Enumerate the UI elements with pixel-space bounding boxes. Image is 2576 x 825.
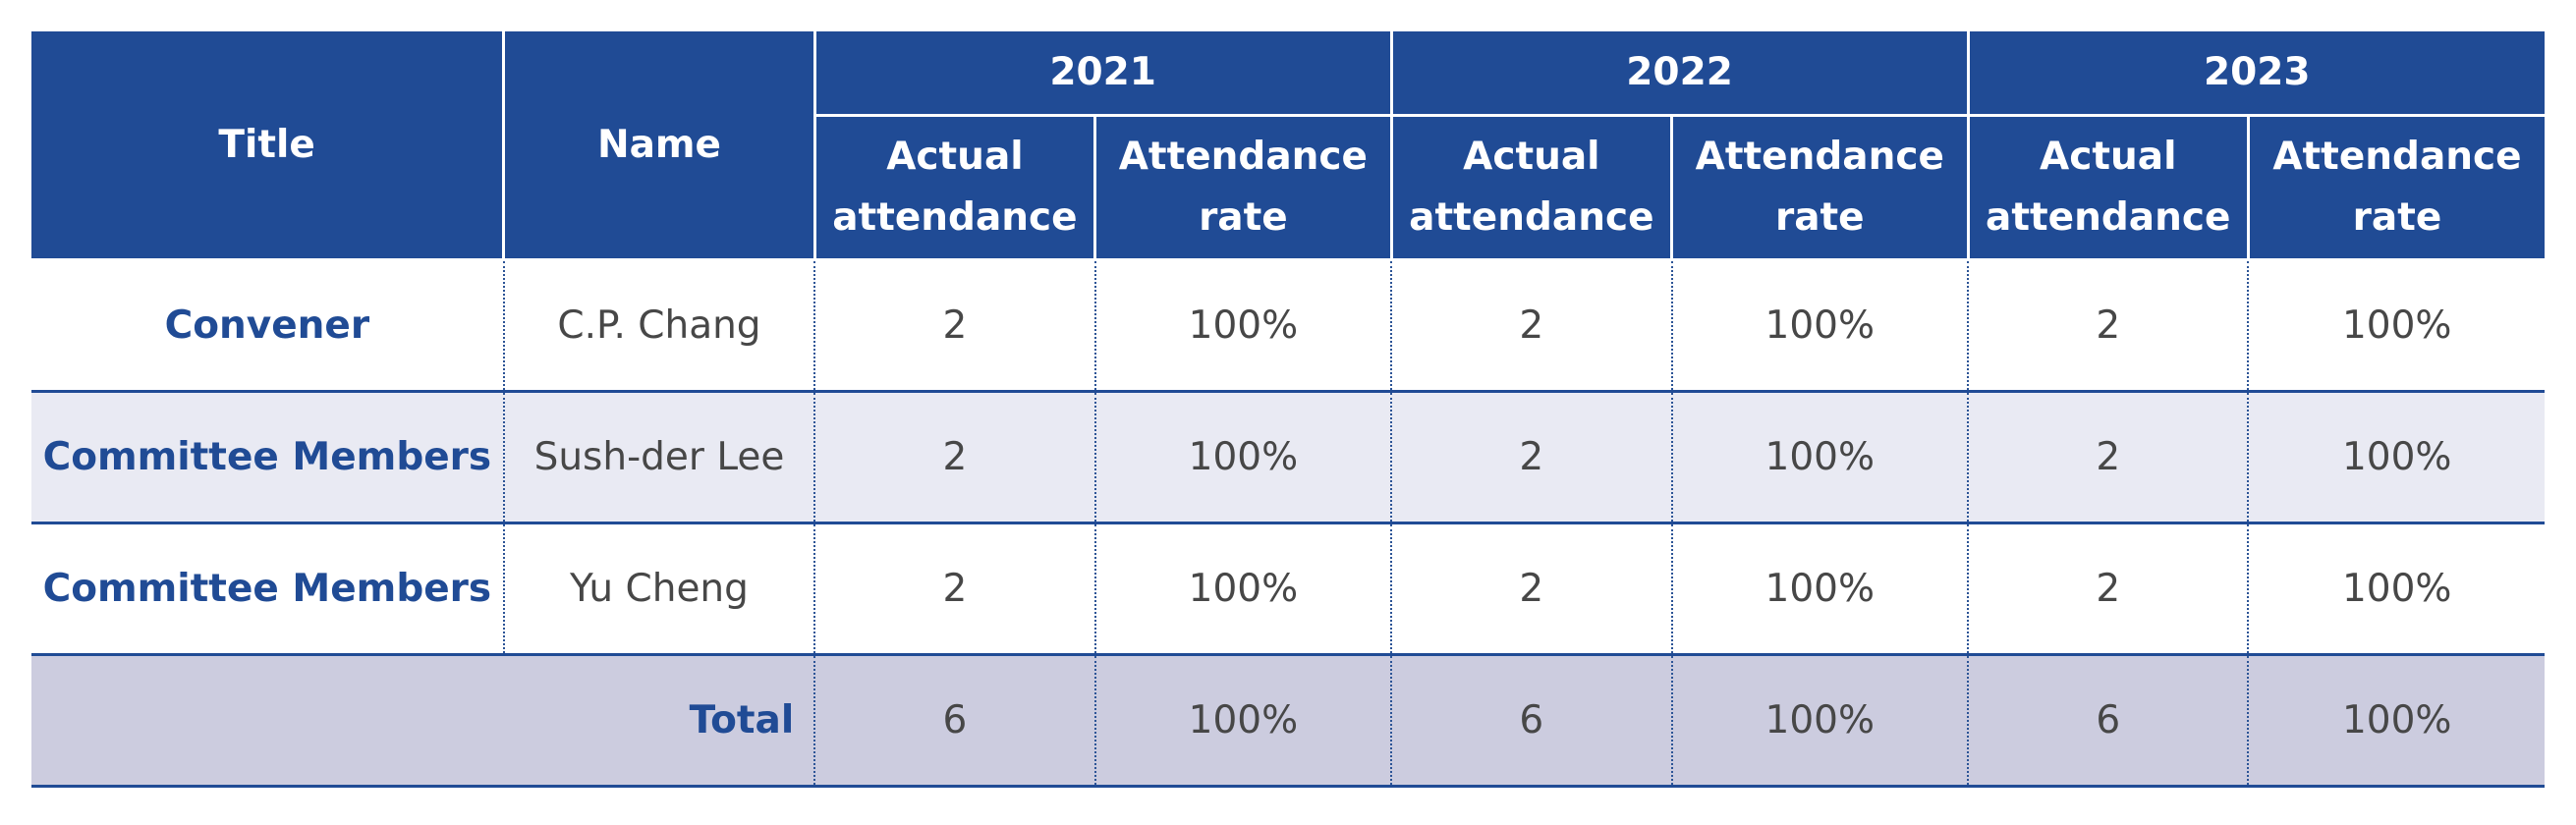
total-attendance-rate-2023: 100% xyxy=(2247,654,2545,788)
cell-actual-attendance-2021: 2 xyxy=(813,259,1096,393)
table-row: Committee Members Sush-der Lee 2 100% 2 … xyxy=(31,391,2545,524)
column-header-name: Name xyxy=(502,31,816,261)
row-title: Committee Members xyxy=(31,391,505,524)
total-actual-attendance-2023: 6 xyxy=(1967,654,2250,788)
row-title: Convener xyxy=(31,259,505,393)
cell-actual-attendance-2022: 2 xyxy=(1390,391,1673,524)
table-row: Convener C.P. Chang 2 100% 2 100% 2 100% xyxy=(31,259,2545,393)
total-actual-attendance-2021: 6 xyxy=(813,654,1096,788)
cell-actual-attendance-2023: 2 xyxy=(1967,259,2250,393)
header-row-metrics: Actual attendance Attendance rate Actual… xyxy=(31,114,2545,261)
cell-attendance-rate-2021: 100% xyxy=(1093,259,1393,393)
year-header-2021: 2021 xyxy=(812,31,1393,117)
cell-actual-attendance-2021: 2 xyxy=(813,522,1096,656)
total-actual-attendance-2022: 6 xyxy=(1390,654,1673,788)
row-name: C.P. Chang xyxy=(502,259,816,393)
total-label: Total xyxy=(31,654,816,788)
cell-attendance-rate-2023: 100% xyxy=(2247,391,2545,524)
cell-actual-attendance-2023: 2 xyxy=(1967,522,2250,656)
header-row-years: Title Name 2021 2022 2023 xyxy=(31,31,2545,261)
column-header-actual-attendance: Actual attendance xyxy=(1389,114,1674,261)
year-header-2023: 2023 xyxy=(1966,31,2545,117)
total-attendance-rate-2021: 100% xyxy=(1093,654,1393,788)
column-header-attendance-rate: Attendance rate xyxy=(1093,114,1393,261)
table-body: Convener C.P. Chang 2 100% 2 100% 2 100%… xyxy=(31,259,2545,788)
cell-attendance-rate-2022: 100% xyxy=(1670,522,1970,656)
row-name: Yu Cheng xyxy=(502,522,816,656)
column-header-actual-attendance: Actual attendance xyxy=(1966,114,2250,261)
table-header: Title Name 2021 2022 2023 Actual attenda… xyxy=(31,31,2545,261)
row-name: Sush-der Lee xyxy=(502,391,816,524)
cell-actual-attendance-2023: 2 xyxy=(1967,391,2250,524)
cell-actual-attendance-2021: 2 xyxy=(813,391,1096,524)
cell-attendance-rate-2021: 100% xyxy=(1093,522,1393,656)
attendance-table: Title Name 2021 2022 2023 Actual attenda… xyxy=(31,31,2545,788)
row-title: Committee Members xyxy=(31,522,505,656)
cell-actual-attendance-2022: 2 xyxy=(1390,522,1673,656)
total-row: Total 6 100% 6 100% 6 100% xyxy=(31,654,2545,788)
cell-attendance-rate-2022: 100% xyxy=(1670,391,1970,524)
column-header-attendance-rate: Attendance rate xyxy=(2246,114,2545,261)
year-header-2022: 2022 xyxy=(1389,31,1970,117)
cell-attendance-rate-2022: 100% xyxy=(1670,259,1970,393)
column-header-title: Title xyxy=(31,31,506,261)
cell-attendance-rate-2023: 100% xyxy=(2247,259,2545,393)
cell-attendance-rate-2021: 100% xyxy=(1093,391,1393,524)
table-row: Committee Members Yu Cheng 2 100% 2 100%… xyxy=(31,522,2545,656)
cell-attendance-rate-2023: 100% xyxy=(2247,522,2545,656)
cell-actual-attendance-2022: 2 xyxy=(1390,259,1673,393)
attendance-table-container: Title Name 2021 2022 2023 Actual attenda… xyxy=(31,31,2545,788)
column-header-actual-attendance: Actual attendance xyxy=(812,114,1097,261)
total-attendance-rate-2022: 100% xyxy=(1670,654,1970,788)
column-header-attendance-rate: Attendance rate xyxy=(1670,114,1970,261)
